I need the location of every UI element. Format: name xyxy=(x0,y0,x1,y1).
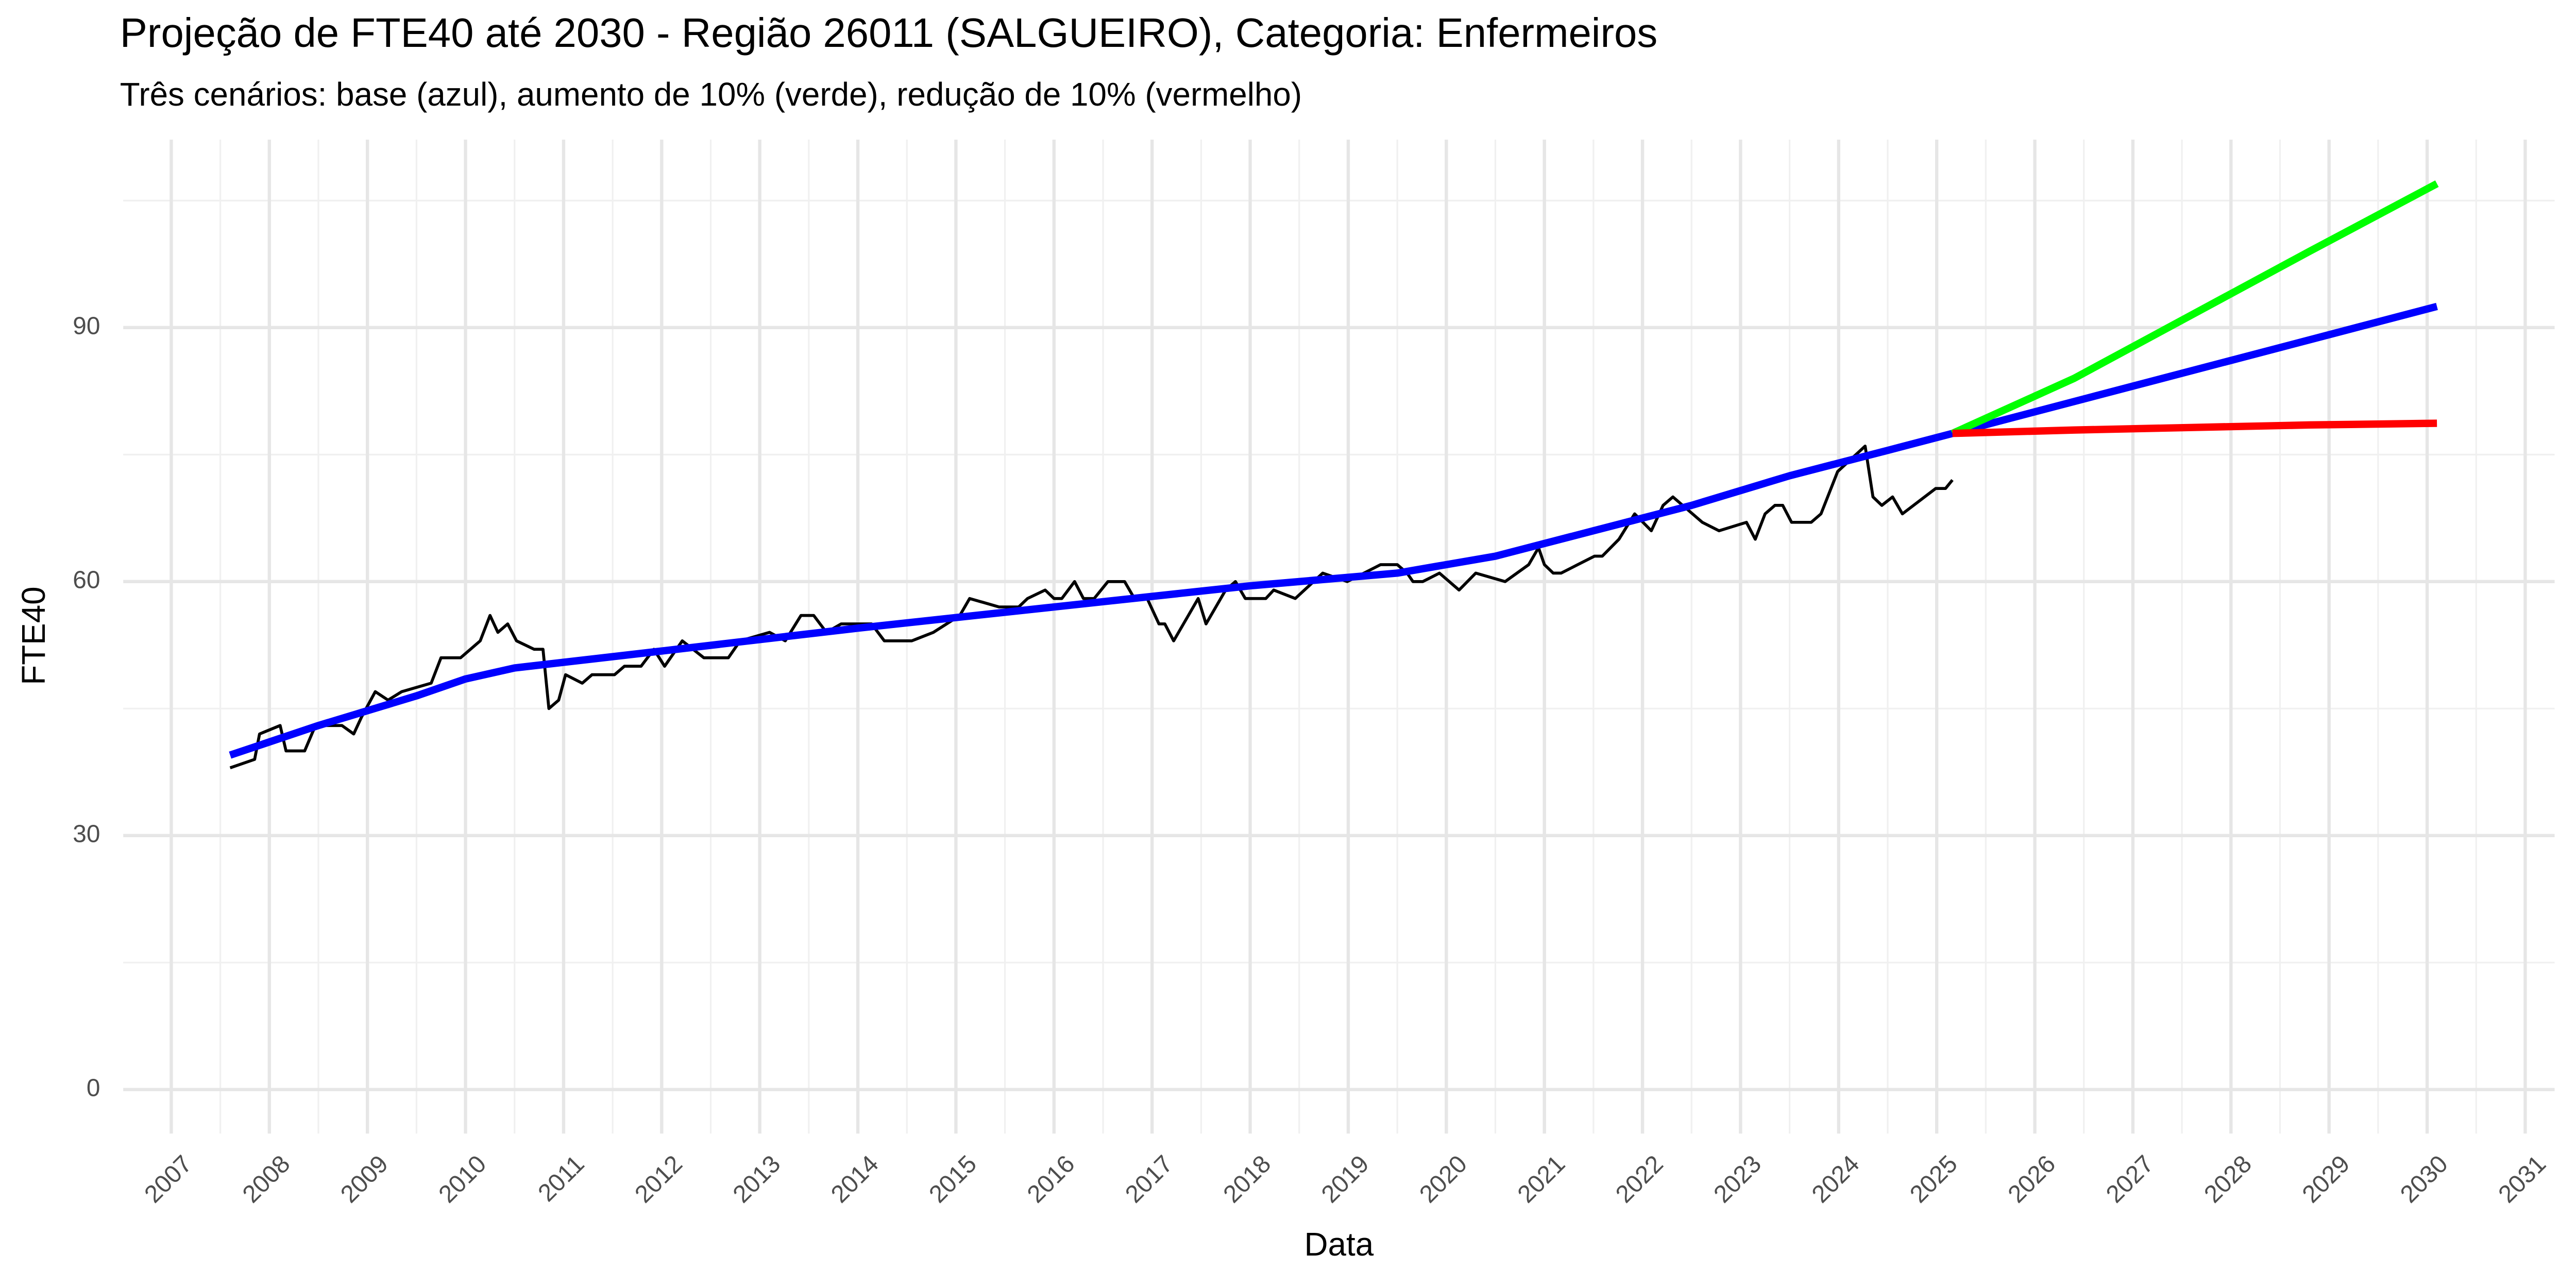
lines xyxy=(229,180,2439,770)
y-tick-label: 90 xyxy=(73,312,100,340)
y-tick-label: 0 xyxy=(87,1074,100,1101)
series-line xyxy=(1952,419,2437,437)
y-axis-label: FTE40 xyxy=(15,586,52,685)
x-axis-label: Data xyxy=(1304,1226,1374,1263)
y-tick-label: 30 xyxy=(73,820,100,848)
series-line xyxy=(229,302,2438,759)
series-line xyxy=(1951,180,2439,437)
chart-subtitle: Três cenários: base (azul), aumento de 1… xyxy=(120,76,1302,113)
y-tick-label: 60 xyxy=(73,566,100,594)
chart-title: Projeção de FTE40 até 2030 - Região 2601… xyxy=(120,10,1657,56)
